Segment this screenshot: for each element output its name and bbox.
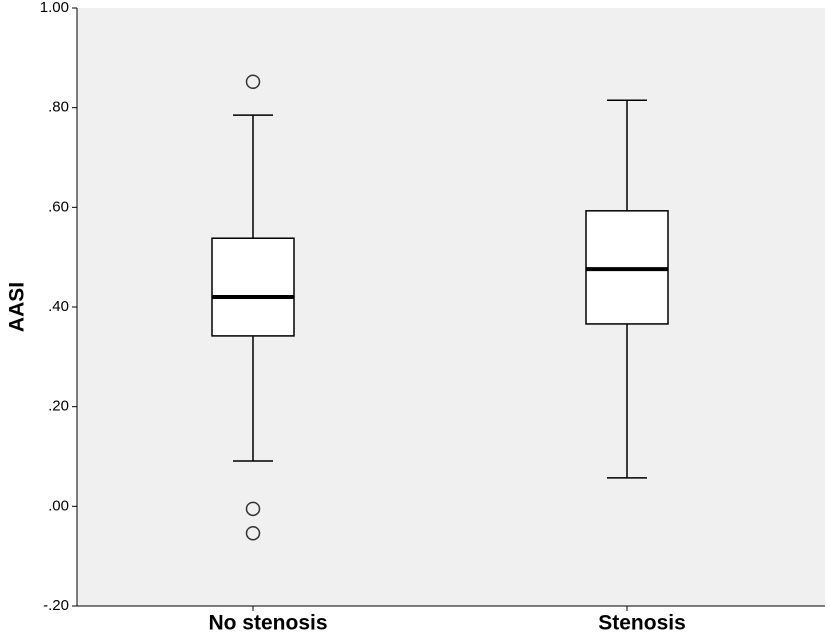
y-tick-label: .00 (48, 497, 69, 514)
plot-area (77, 8, 825, 606)
outlier (245, 501, 261, 517)
x-tick-label: No stenosis (208, 612, 327, 634)
box (211, 237, 295, 337)
y-tick-label: -.20 (43, 597, 69, 614)
x-tick-label: Stenosis (598, 612, 686, 634)
y-tick-label: .60 (48, 198, 69, 215)
outlier (245, 74, 261, 90)
outlier (245, 525, 261, 541)
y-axis-label: AASI (6, 282, 29, 332)
y-tick-label: .20 (48, 398, 69, 415)
y-tick-label: .40 (48, 298, 69, 315)
y-tick-label: .80 (48, 99, 69, 116)
y-tick-label: 1.00 (40, 0, 69, 16)
